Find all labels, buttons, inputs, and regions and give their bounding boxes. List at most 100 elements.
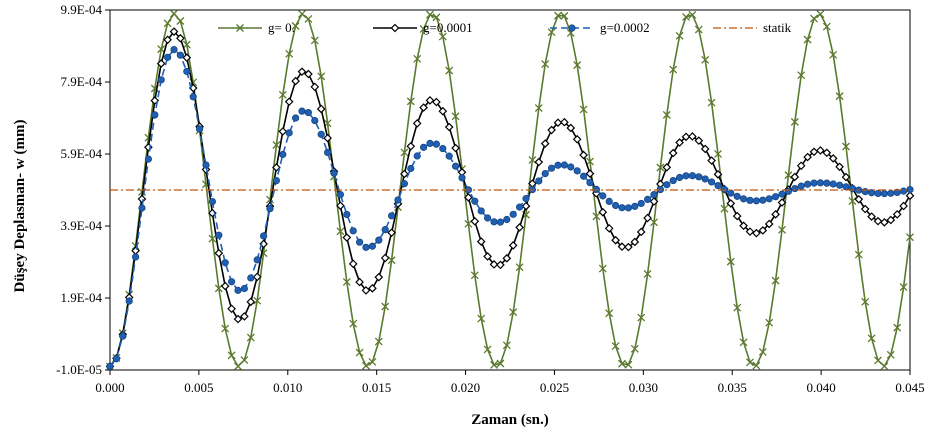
data-point: [746, 196, 754, 204]
data-point: [279, 150, 287, 159]
data-point: [444, 122, 454, 132]
data-point: [860, 204, 870, 214]
data-point: [611, 201, 620, 210]
data-point: [355, 348, 364, 357]
data-point: [316, 104, 326, 114]
data-point: [777, 198, 787, 207]
data-point: [438, 106, 448, 116]
data-point: [330, 169, 338, 177]
data-point: [541, 169, 549, 178]
data-point: [471, 197, 479, 205]
data-point: [419, 143, 428, 151]
data-point: [368, 242, 376, 250]
data-point: [439, 144, 447, 153]
data-point: [771, 276, 780, 285]
data-point: [355, 238, 364, 246]
data-point: [681, 132, 691, 142]
data-point: [624, 360, 633, 369]
data-point: [246, 297, 256, 307]
data-point: [407, 164, 415, 173]
data-point: [278, 90, 287, 99]
data-point: [886, 350, 895, 359]
data-point: [508, 241, 518, 250]
data-point: [669, 65, 678, 74]
y-tick-label: 1.9E-04: [60, 290, 102, 305]
data-point: [796, 161, 806, 171]
data-point: [560, 161, 569, 169]
data-point: [784, 187, 793, 195]
data-point: [778, 225, 786, 234]
data-point: [176, 17, 185, 25]
data-point: [266, 205, 274, 213]
data-point: [887, 189, 895, 197]
data-point: [643, 195, 652, 204]
data-point: [470, 216, 480, 226]
data-point: [503, 215, 511, 224]
data-point: [342, 233, 352, 242]
data-point: [151, 111, 159, 119]
data-point: [259, 232, 268, 240]
data-point: [579, 105, 588, 114]
data-point: [656, 163, 665, 172]
data-point: [112, 355, 121, 363]
data-point: [848, 197, 857, 206]
data-point: [650, 218, 658, 227]
data-point: [669, 176, 677, 185]
data-point: [700, 144, 710, 154]
data-point: [720, 204, 729, 213]
data-point: [816, 179, 825, 187]
series-line: [109, 48, 911, 367]
data-point: [688, 10, 697, 19]
data-point: [317, 130, 325, 138]
data-point: [310, 36, 319, 45]
data-point: [445, 66, 454, 75]
data-point: [336, 201, 345, 211]
legend-marker: [390, 23, 400, 33]
data-point: [637, 313, 646, 322]
data-point: [214, 248, 224, 258]
data-point: [394, 196, 402, 204]
data-point: [688, 132, 697, 141]
data-point: [400, 180, 408, 188]
data-point: [374, 337, 383, 346]
data-point: [765, 195, 773, 203]
data-point: [272, 163, 281, 172]
data-point: [663, 181, 671, 189]
data-point: [400, 169, 409, 179]
data-point: [412, 119, 422, 128]
legend-marker: [568, 24, 576, 32]
data-point: [426, 139, 434, 147]
data-point: [854, 194, 864, 204]
data-point: [758, 348, 767, 356]
data-point: [483, 252, 492, 261]
data-point: [764, 219, 774, 229]
data-point: [297, 67, 307, 77]
x-tick-label: 0.010: [273, 380, 302, 395]
data-point: [374, 272, 384, 282]
legend-label: g=0.0001: [423, 20, 473, 35]
data-point: [579, 172, 588, 180]
data-point: [502, 341, 511, 350]
data-point: [189, 93, 197, 101]
data-point: [598, 207, 608, 217]
data-point: [227, 351, 236, 360]
data-point: [515, 223, 524, 232]
data-point: [132, 253, 140, 261]
data-point: [240, 284, 248, 293]
data-point: [425, 96, 435, 105]
data-point: [829, 180, 837, 188]
data-point: [509, 210, 517, 218]
data-point: [810, 179, 818, 187]
data-point: [599, 192, 607, 200]
data-point: [899, 187, 908, 195]
data-point: [585, 169, 595, 179]
data-point: [343, 210, 351, 219]
data-point: [758, 226, 768, 235]
data-point: [240, 356, 249, 365]
data-point: [662, 162, 672, 172]
data-point: [828, 154, 838, 163]
data-point: [483, 345, 492, 354]
data-point: [682, 12, 690, 21]
data-point: [368, 357, 377, 366]
data-point: [163, 19, 172, 28]
